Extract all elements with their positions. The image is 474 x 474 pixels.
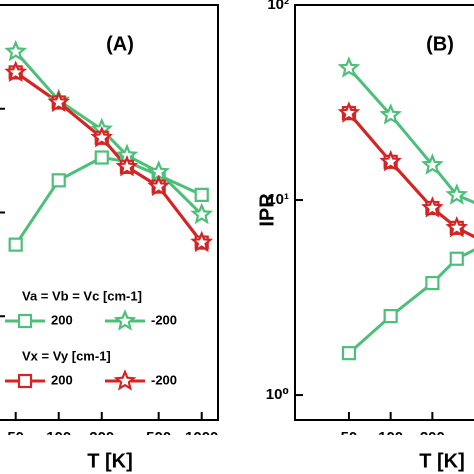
legend-entry: 200 — [5, 372, 73, 389]
star-marker — [190, 230, 214, 253]
star-marker — [337, 101, 361, 123]
panel: 50 100 200 500 1000 — [0, 4, 219, 446]
star-marker — [421, 153, 444, 175]
legend-marker — [17, 313, 33, 329]
star-marker — [337, 56, 361, 78]
star-marker — [379, 149, 402, 172]
legend-marker — [17, 373, 33, 389]
legend-entry: -200 — [105, 369, 177, 391]
legend-label: 200 — [51, 372, 73, 387]
series-line — [14, 50, 203, 216]
y-tick-label: 10⁰ — [266, 386, 289, 403]
square-marker — [449, 251, 464, 266]
star-marker — [147, 174, 170, 197]
legend-marker — [113, 369, 137, 391]
legend-label: 200 — [51, 312, 73, 327]
legend-marker — [113, 309, 137, 331]
star-marker — [4, 39, 28, 62]
star-marker — [421, 196, 444, 218]
star-marker — [4, 60, 28, 83]
x-tick-label: 200 — [89, 429, 114, 446]
legend-title: Va = Vb = Vc [cm-1] — [22, 288, 142, 303]
square-marker — [8, 237, 23, 252]
star-marker — [190, 202, 214, 225]
y-axis-label: IPR — [256, 193, 278, 227]
plot-frame — [294, 4, 474, 421]
legend-title: Vx = Vy [cm-1] — [22, 348, 111, 363]
legend-entry: 200 — [5, 312, 73, 329]
square-marker — [383, 309, 398, 324]
plot-frame — [0, 4, 219, 421]
star-marker — [47, 90, 70, 113]
star-marker — [445, 216, 469, 238]
series-line — [14, 155, 203, 246]
legend-label: -200 — [151, 372, 177, 387]
x-tick-label: 100 — [378, 429, 403, 446]
legend-label: -200 — [151, 312, 177, 327]
square-marker — [51, 173, 66, 188]
x-axis-label: T [K] — [419, 450, 465, 472]
square-marker — [94, 150, 109, 165]
star-marker — [115, 154, 139, 177]
x-tick-label: 200 — [420, 429, 445, 446]
star-marker — [379, 103, 402, 125]
x-tick-label: 50 — [7, 429, 24, 446]
square-marker — [341, 346, 357, 361]
x-tick-label: 500 — [146, 429, 171, 446]
x-axis-label: T [K] — [87, 450, 133, 472]
y-tick-label: 10¹ — [267, 191, 289, 208]
square-marker — [425, 276, 440, 291]
legend-entry: -200 — [105, 309, 177, 331]
panel-title: (A) — [106, 33, 134, 55]
star-marker — [90, 125, 113, 148]
y-tick-label: 10² — [267, 0, 289, 13]
x-tick-label: 1000 — [185, 429, 218, 446]
square-marker — [194, 187, 209, 202]
x-tick-label: 100 — [46, 429, 71, 446]
x-tick-label: 50 — [341, 429, 358, 446]
panel-title: (B) — [426, 33, 454, 55]
star-marker — [445, 183, 469, 205]
